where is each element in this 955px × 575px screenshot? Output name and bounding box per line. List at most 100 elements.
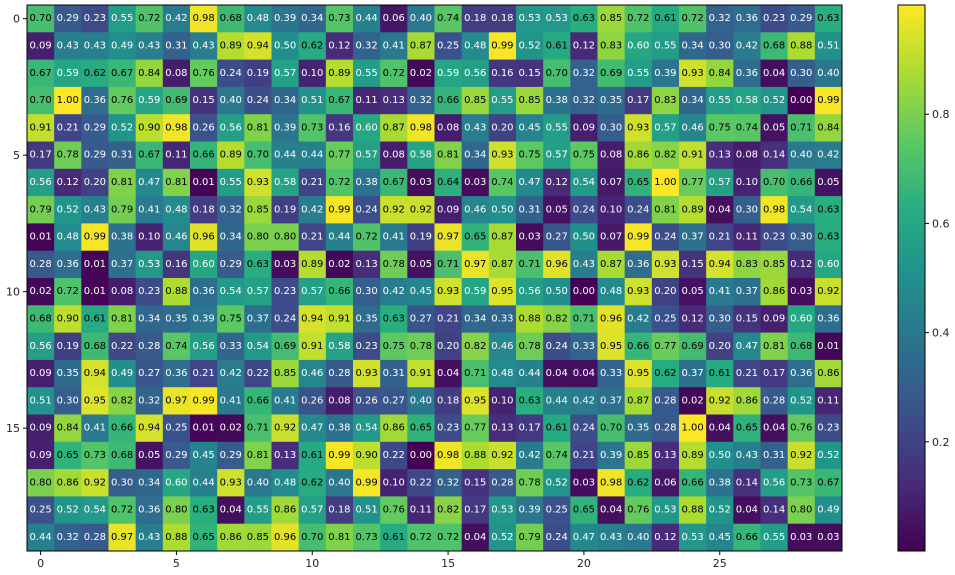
heatmap-cell-label: 0.09: [29, 423, 51, 434]
heatmap-cell: [488, 250, 517, 279]
heatmap-cell-label: 0.03: [573, 477, 595, 488]
heatmap-cell-label: 0.78: [57, 150, 79, 161]
heatmap-cell-label: 0.15: [681, 259, 703, 270]
heatmap-cell-label: 0.71: [464, 368, 486, 379]
heatmap-cell-label: 0.05: [763, 122, 785, 133]
heatmap-cell-label: 0.61: [654, 13, 676, 24]
heatmap-cell-label: 0.32: [573, 95, 595, 106]
heatmap-cell: [543, 196, 571, 224]
heatmap-cell-label: 0.60: [817, 259, 839, 270]
heatmap-cell-label: 0.41: [220, 395, 242, 406]
heatmap-cell: [407, 496, 435, 525]
heatmap-cell: [706, 523, 734, 552]
heatmap-cell-label: 0.05: [817, 177, 839, 188]
heatmap-cell: [434, 469, 463, 497]
heatmap-cell: [244, 332, 272, 361]
heatmap-cell: [434, 5, 463, 33]
heatmap-cell-label: 0.60: [192, 259, 214, 270]
heatmap-cell: [706, 168, 734, 197]
heatmap-cell: [298, 278, 327, 306]
heatmap-cell-label: 0.04: [220, 505, 242, 516]
heatmap-cell-label: 0.32: [138, 395, 160, 406]
heatmap-cell: [434, 305, 463, 334]
heatmap-cell-label: 0.72: [681, 13, 703, 24]
heatmap-cell: [162, 332, 191, 361]
heatmap-cell: [407, 250, 435, 279]
heatmap-cells: [27, 5, 843, 552]
heatmap-cell-label: 0.48: [57, 232, 79, 243]
heatmap-cell: [27, 114, 55, 142]
heatmap-cell: [81, 223, 109, 252]
heatmap-cell: [760, 59, 789, 88]
heatmap-cell-label: 0.51: [355, 505, 377, 516]
heatmap-cell: [325, 496, 354, 525]
heatmap-cell: [814, 305, 843, 334]
heatmap-cell-label: 0.26: [355, 395, 377, 406]
heatmap-cell: [651, 332, 680, 361]
heatmap-cell-label: 0.70: [247, 150, 269, 161]
heatmap-cell: [190, 496, 218, 525]
heatmap-cell: [543, 359, 571, 388]
heatmap-cell: [733, 250, 761, 279]
heatmap-cell-label: 0.29: [84, 150, 106, 161]
heatmap-cell: [570, 305, 598, 334]
heatmap-cell: [325, 469, 354, 497]
heatmap-cell-label: 0.48: [247, 13, 269, 24]
heatmap-cell-label: 0.88: [165, 532, 187, 543]
heatmap-cell: [271, 523, 300, 552]
heatmap-cell-label: 0.59: [464, 286, 486, 297]
heatmap-cell-label: 0.09: [29, 368, 51, 379]
heatmap-cell: [651, 441, 680, 470]
heatmap-cell-label: 0.88: [681, 505, 703, 516]
heatmap-cell-label: 0.24: [654, 232, 676, 243]
heatmap-cell: [543, 250, 571, 279]
heatmap-cell-label: 0.39: [274, 13, 296, 24]
heatmap-cell-label: 0.37: [600, 395, 622, 406]
heatmap-cell-label: 0.63: [247, 259, 269, 270]
heatmap-cell: [190, 223, 218, 252]
heatmap-cell: [27, 414, 55, 443]
heatmap-cell: [298, 5, 327, 33]
heatmap-cell: [624, 5, 653, 33]
heatmap-cell: [787, 196, 816, 224]
heatmap-cell: [407, 141, 435, 170]
heatmap-cell-label: 0.16: [491, 68, 513, 79]
heatmap-cell: [570, 141, 598, 170]
heatmap-cell-label: 0.52: [518, 40, 540, 51]
heatmap-cell-label: 0.89: [681, 204, 703, 215]
heatmap-cell: [380, 114, 408, 142]
heatmap-cell: [624, 359, 653, 388]
heatmap-cell-label: 0.21: [301, 232, 323, 243]
heatmap-cell: [353, 359, 381, 388]
heatmap-cell-label: 0.52: [709, 505, 731, 516]
heatmap-cell-label: 0.69: [681, 341, 703, 352]
heatmap-cell-label: 0.93: [627, 286, 649, 297]
heatmap-cell: [624, 496, 653, 525]
heatmap-cell: [679, 305, 707, 334]
heatmap-cell: [787, 141, 816, 170]
heatmap-cell-label: 0.30: [790, 232, 812, 243]
heatmap-cell-label: 0.98: [410, 122, 432, 133]
heatmap-cell: [461, 250, 490, 279]
heatmap-cell: [108, 441, 137, 470]
heatmap-cell-label: 0.77: [464, 423, 486, 434]
heatmap-cell: [244, 168, 272, 197]
heatmap-cell: [733, 278, 761, 306]
heatmap-cell: [787, 59, 816, 88]
heatmap-cell: [597, 141, 626, 170]
heatmap-cell: [54, 359, 82, 388]
heatmap-cell: [217, 223, 245, 252]
heatmap-cell: [81, 305, 109, 334]
heatmap-cell-label: 0.43: [192, 40, 214, 51]
heatmap-cell-label: 0.98: [763, 204, 785, 215]
heatmap-cell-label: 0.61: [546, 40, 568, 51]
heatmap-cell-label: 0.44: [301, 150, 323, 161]
heatmap-cell: [461, 441, 490, 470]
heatmap-cell-label: 0.89: [681, 450, 703, 461]
heatmap-cell-label: 0.76: [192, 68, 214, 79]
heatmap-cell: [679, 278, 707, 306]
heatmap-cell-label: 0.81: [247, 122, 269, 133]
heatmap-cell: [353, 414, 381, 443]
heatmap-cell: [760, 196, 789, 224]
heatmap-cell-label: 0.33: [491, 313, 513, 324]
